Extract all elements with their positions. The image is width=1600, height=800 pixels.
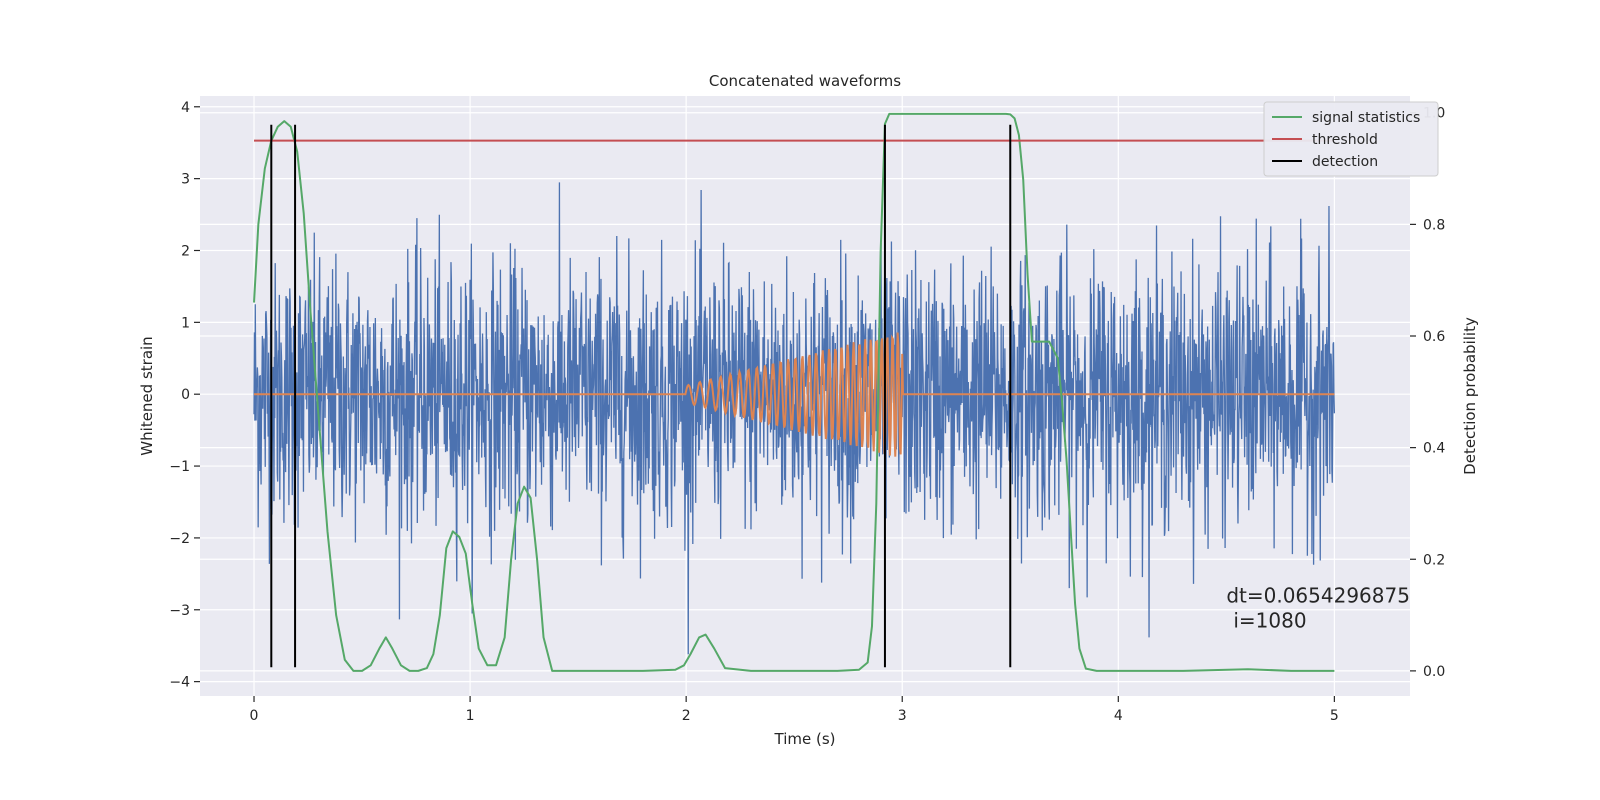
legend-box — [1263, 101, 1439, 177]
chart-title: Concatenated waveforms — [709, 72, 901, 90]
legend: signal statistics threshold detection — [1263, 101, 1439, 177]
x-tick-label: 4 — [1114, 708, 1123, 724]
gridlines — [200, 96, 1410, 696]
y-tick-label-right: 0.2 — [1423, 552, 1445, 568]
annotation-dt: dt=0.0654296875 — [1226, 584, 1410, 608]
x-tick-label: 1 — [466, 708, 475, 724]
legend-label: signal statistics — [1312, 110, 1420, 126]
x-tick-label: 3 — [898, 708, 907, 724]
plot-series-group — [253, 112, 1336, 672]
y-tick-label-left: 0 — [181, 387, 190, 403]
y-tick-label-right: 0.8 — [1423, 217, 1445, 233]
injection-series-line — [254, 332, 1335, 457]
y-axis-label-right: Detection probability — [1461, 317, 1479, 475]
x-tick-label: 2 — [682, 708, 691, 724]
x-tick-label: 0 — [250, 708, 259, 724]
y-tick-label-left: 2 — [181, 243, 190, 259]
legend-label: detection — [1312, 154, 1378, 170]
y-tick-label-left: −1 — [169, 459, 190, 475]
y-tick-label-right: 0.4 — [1423, 441, 1445, 457]
y-tick-label-left: 4 — [181, 100, 190, 116]
y-tick-label-left: 1 — [181, 315, 190, 331]
y-tick-label-left: −2 — [169, 531, 190, 547]
y-tick-label-left: −3 — [169, 603, 190, 619]
y-tick-label-left: −4 — [169, 675, 190, 691]
x-tick-label: 5 — [1330, 708, 1339, 724]
legend-label: threshold — [1312, 132, 1378, 148]
x-axis-label: Time (s) — [774, 730, 836, 748]
signal-statistics-series-line — [253, 112, 1335, 672]
annotation-i: i=1080 — [1233, 609, 1306, 633]
y-tick-label-left: 3 — [181, 172, 190, 188]
y-axis-label-left: Whitened strain — [138, 336, 156, 455]
y-tick-label-right: 0.6 — [1423, 329, 1445, 345]
y-tick-label-right: 0.0 — [1423, 664, 1445, 680]
